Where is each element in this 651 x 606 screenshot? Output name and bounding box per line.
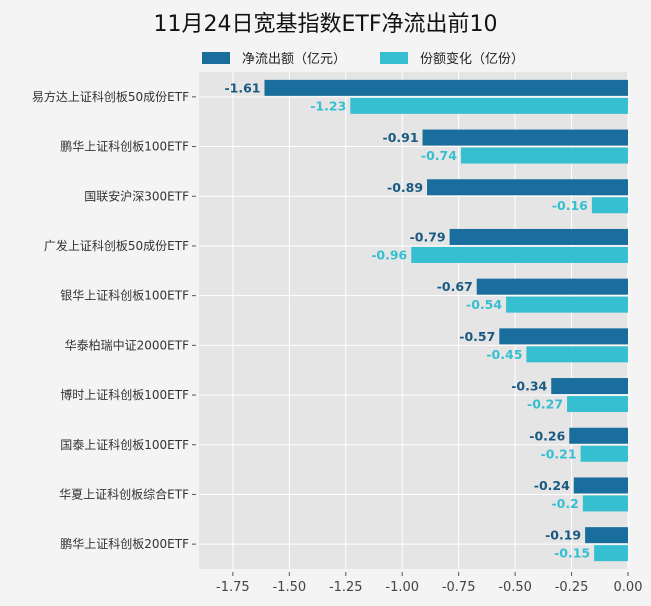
data-label: -0.21	[541, 446, 577, 461]
x-tick-label: 0.00	[614, 580, 643, 595]
bar-net-outflow	[427, 179, 628, 196]
bar-share-change	[350, 97, 628, 114]
bar-net-outflow	[499, 328, 628, 345]
bar-share-change	[591, 197, 628, 214]
bar-share-change	[506, 296, 628, 313]
data-label: -0.79	[410, 229, 446, 244]
data-label: -1.23	[310, 98, 346, 113]
y-tick-label: 鹏华上证科创板200ETF	[60, 537, 189, 551]
data-label: -0.45	[486, 347, 522, 362]
legend-item-net-outflow: 净流出额（亿元）	[202, 48, 346, 67]
data-label: -0.74	[421, 148, 457, 163]
bar-share-change	[580, 445, 628, 462]
y-tick-label: 鹏华上证科创板100ETF	[60, 140, 189, 154]
bar-net-outflow	[264, 79, 628, 96]
data-label: -0.2	[551, 496, 578, 511]
bar-net-outflow	[551, 378, 628, 395]
bar-share-change	[460, 147, 628, 164]
y-tick-label: 国联安沪深300ETF	[84, 188, 189, 203]
data-label: -0.15	[554, 546, 590, 561]
bar-share-change	[567, 396, 628, 413]
y-tick-label: 华泰柏瑞中证2000ETF	[65, 337, 189, 352]
data-label: -1.61	[224, 80, 260, 95]
data-label: -0.19	[545, 528, 581, 543]
bar-share-change	[594, 545, 628, 562]
x-tick-label: -1.75	[216, 580, 250, 595]
legend-swatch	[202, 51, 230, 64]
data-label: -0.89	[387, 180, 423, 195]
bar-net-outflow	[476, 278, 628, 295]
x-tick-label: -1.50	[272, 580, 306, 595]
bar-share-change	[582, 495, 628, 512]
data-label: -0.34	[511, 379, 547, 394]
data-label: -0.24	[534, 478, 570, 493]
bar-net-outflow	[422, 129, 628, 146]
legend-item-share-change: 份额变化（亿份）	[380, 48, 524, 67]
y-tick-label: 国泰上证科创板100ETF	[60, 438, 189, 452]
x-tick-label: -1.25	[329, 580, 363, 595]
data-label: -0.96	[371, 247, 407, 262]
data-label: -0.26	[529, 428, 565, 443]
data-label: -0.67	[437, 279, 473, 294]
bar-net-outflow	[449, 228, 628, 245]
data-label: -0.16	[552, 198, 588, 213]
data-label: -0.54	[466, 297, 502, 312]
bar-share-change	[526, 346, 628, 363]
x-tick-label: -1.00	[385, 580, 419, 595]
legend-label: 份额变化（亿份）	[420, 52, 525, 67]
bar-net-outflow	[573, 477, 628, 494]
bar-net-outflow	[585, 527, 628, 544]
x-tick-label: -0.25	[555, 580, 589, 595]
data-label: -0.57	[459, 329, 495, 344]
bar-share-change	[411, 246, 628, 263]
chart-title: 11月24日宽基指数ETF净流出前10	[153, 12, 498, 37]
y-tick-label: 博时上证科创板100ETF	[60, 387, 189, 402]
legend-label: 净流出额（亿元）	[242, 52, 347, 67]
bar-net-outflow	[569, 427, 628, 444]
data-label: -0.91	[383, 130, 419, 145]
y-tick-label: 银华上证科创板100ETF	[60, 289, 189, 303]
y-tick-label: 易方达上证科创板50成份ETF	[32, 89, 189, 104]
x-tick-label: -0.75	[442, 580, 476, 595]
x-tick-label: -0.50	[498, 580, 532, 595]
legend-swatch	[380, 51, 408, 64]
y-tick-label: 华夏上证科创板综合ETF	[59, 486, 189, 501]
y-tick-label: 广发上证科创板50成份ETF	[44, 238, 189, 253]
data-label: -0.27	[527, 397, 563, 412]
